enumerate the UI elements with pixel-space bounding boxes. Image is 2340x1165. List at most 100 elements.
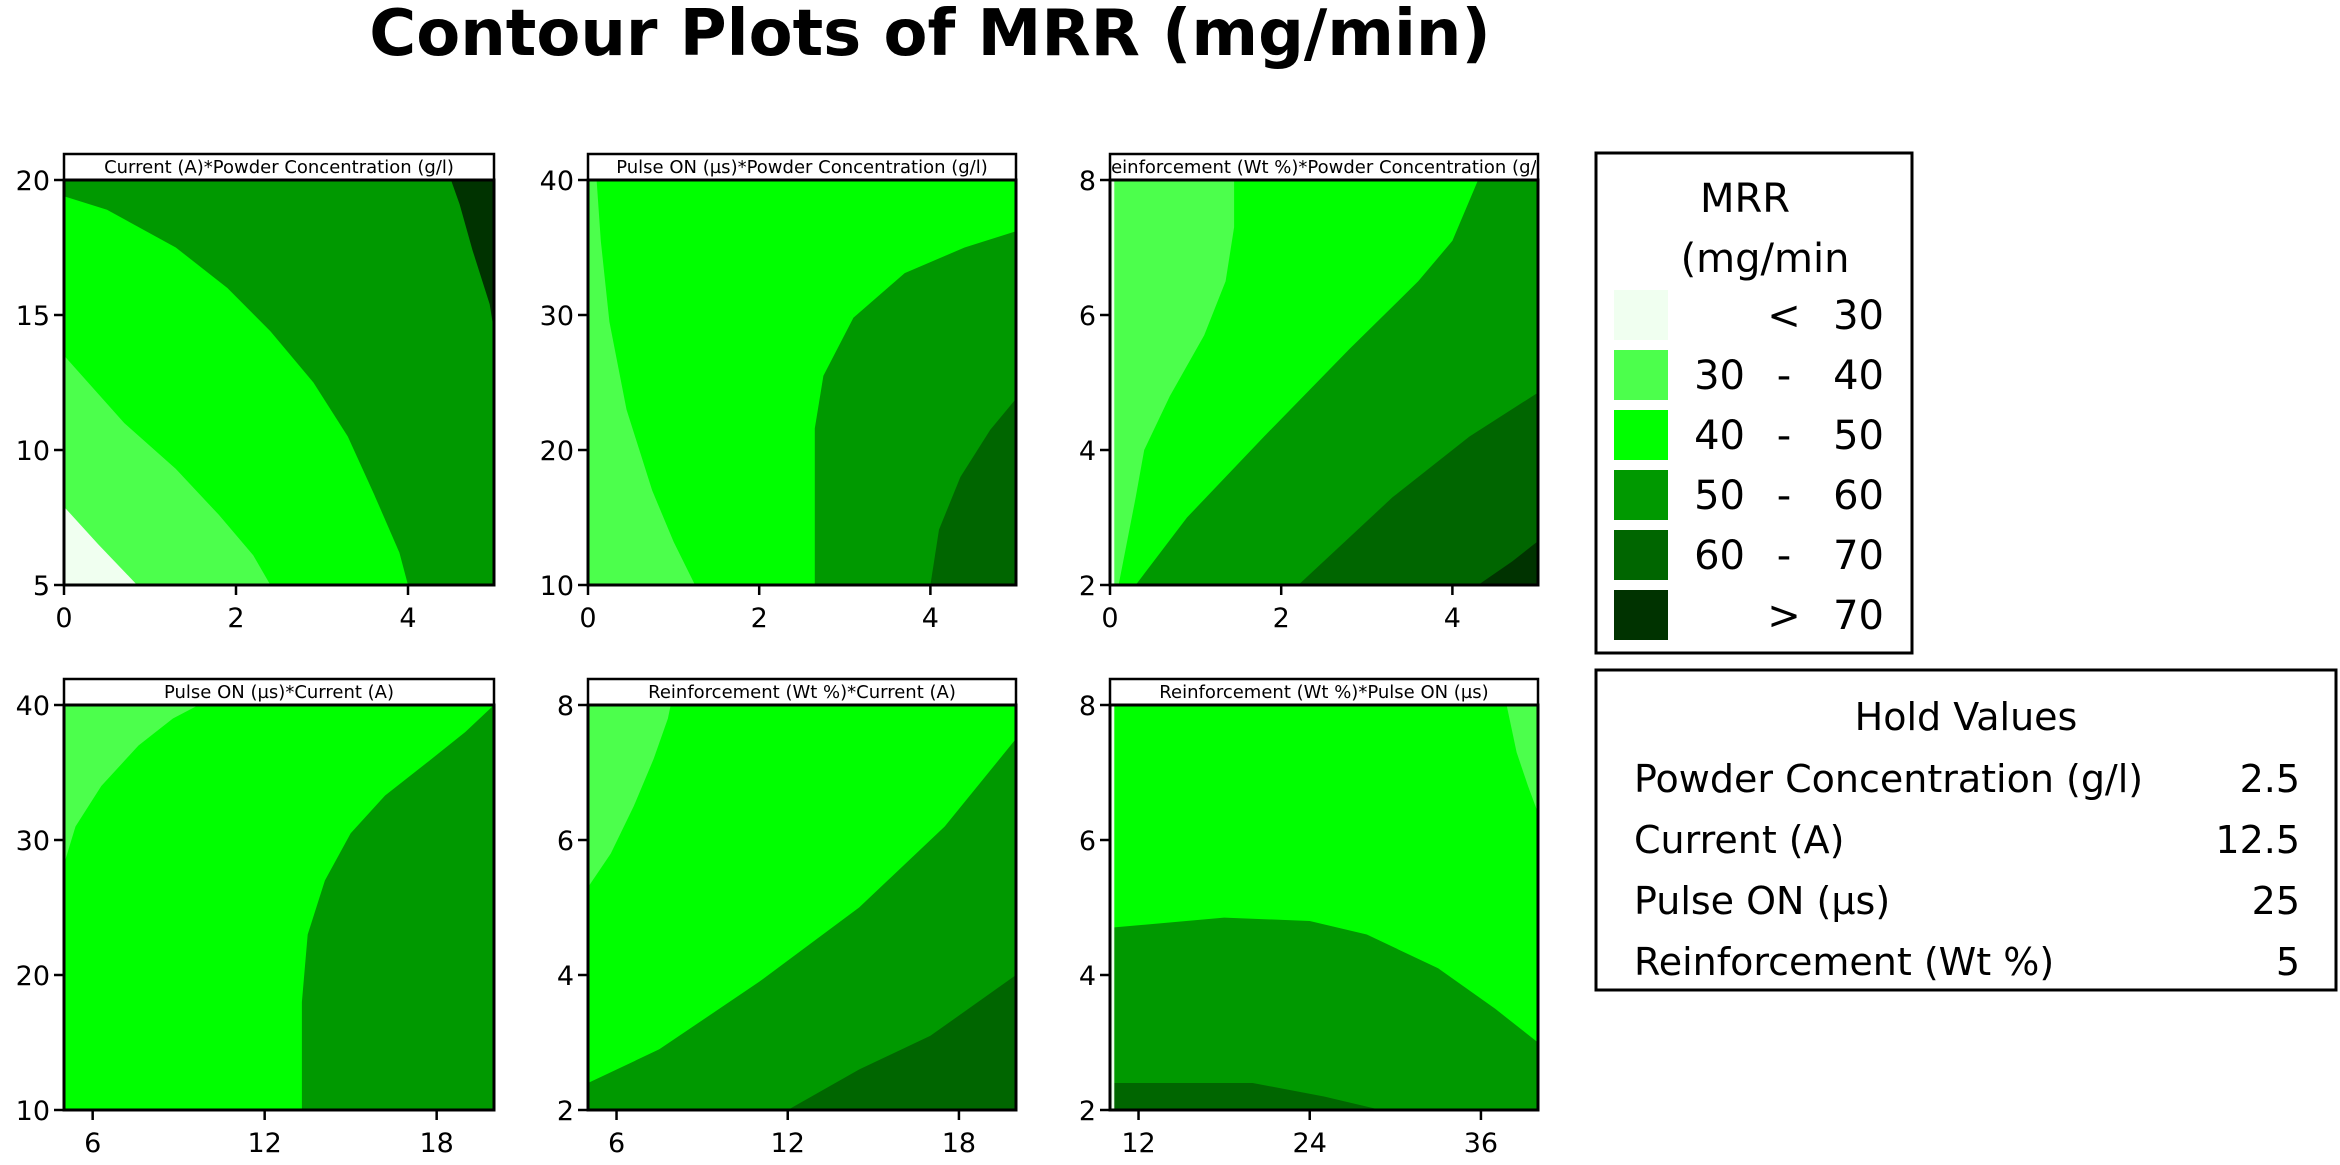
hold-value-label: Current (A): [1634, 818, 1844, 862]
hold-value-row: Pulse ON (µs) 25: [1634, 879, 2300, 923]
legend-separator: -: [1777, 533, 1791, 579]
hold-value-number: 5: [2276, 940, 2300, 984]
y-tick-label: 20: [16, 166, 50, 197]
y-tick-label: 10: [540, 571, 574, 602]
y-tick-label: 2: [1079, 1096, 1096, 1127]
legend-separator: -: [1777, 473, 1791, 519]
legend-swatch: [1614, 590, 1668, 640]
contour-region-lt30: [64, 506, 138, 585]
y-tick-label: 10: [16, 436, 50, 467]
y-tick-label: 10: [16, 1096, 50, 1127]
x-tick-label: 2: [1273, 603, 1290, 634]
contour-panel-4: Pulse ON (µs)*Current (A) 6 12 18 10 20 30 40: [16, 677, 496, 1159]
contour-regions: [64, 705, 494, 1110]
legend-item-b40-50: 40-50: [1614, 410, 1884, 460]
x-tick-label: 24: [1293, 1128, 1327, 1159]
contour-region-b30-40: [1110, 180, 1235, 585]
x-tick-label: 0: [579, 603, 596, 634]
contour-panel-1: Current (A)*Powder Concentration (g/l) 0 2…: [16, 152, 496, 634]
contour-region-b30-40: [64, 705, 199, 865]
legend-swatch: [1614, 410, 1668, 460]
legend-item-lt30: <30: [1614, 290, 1884, 340]
contour-region-b50-60: [1110, 917, 1538, 1110]
panel-title-strip: [586, 677, 1018, 707]
contour-region-b50-60: [588, 738, 1016, 1110]
legend-separator: -: [1777, 353, 1791, 399]
y-tick-label: 2: [557, 1096, 574, 1127]
hold-value-label: Pulse ON (µs): [1634, 879, 1890, 923]
legend-to: 70: [1833, 593, 1884, 639]
panel-title: Reinforcement (Wt %)*Current (A): [648, 682, 956, 703]
hold-value-label: Powder Concentration (g/l): [1634, 757, 2143, 801]
contour-panels: Current (A)*Powder Concentration (g/l)0 2…: [16, 152, 1548, 1159]
legend-title-line1: MRR: [1700, 176, 1790, 222]
legend-item-b60-70: 60-70: [1614, 530, 1884, 580]
contour-region-b60-70: [1110, 1083, 1382, 1110]
y-tick-label: 20: [16, 961, 50, 992]
panel-title: Pulse ON (µs)*Powder Concentration (g/l): [616, 157, 988, 178]
y-tick-label: 8: [557, 691, 574, 722]
plot-frame: [1108, 178, 1540, 587]
x-tick-label: 12: [1121, 1128, 1155, 1159]
x-tick-label: 0: [55, 603, 72, 634]
legend-to: 40: [1833, 353, 1884, 399]
hold-value-number: 25: [2252, 879, 2300, 923]
y-tick-label: 5: [33, 571, 50, 602]
plot-frame: [586, 703, 1018, 1112]
y-tick-label: 2: [1079, 571, 1096, 602]
x-tick-label: 6: [608, 1128, 625, 1159]
legend-swatch: [1614, 470, 1668, 520]
plot-frame: [586, 178, 1018, 587]
legend-item-b30-40: 30-40: [1614, 350, 1884, 400]
y-tick-label: 8: [1079, 691, 1096, 722]
panel-title: Reinforcement (Wt %)*Powder Concentratio…: [1099, 157, 1548, 178]
legend-from: 60: [1694, 533, 1745, 579]
legend-title-line2: (mg/min: [1681, 236, 1850, 282]
hold-value-row: Current (A) 12.5: [1634, 818, 2300, 862]
legend-from: 40: [1694, 413, 1745, 459]
y-tick-label: 40: [16, 691, 50, 722]
hold-items: Powder Concentration (g/l) 2.5 Current (A)…: [1634, 757, 2300, 984]
contour-panel-2: Pulse ON (µs)*Powder Concentration (g/l)…: [540, 152, 1018, 634]
legend-to: 60: [1833, 473, 1884, 519]
y-tick-label: 30: [540, 301, 574, 332]
x-tick-label: 36: [1464, 1128, 1498, 1159]
panel-title-strip: [62, 152, 496, 182]
hold-values-frame: [1594, 668, 2338, 992]
x-tick-label: 12: [247, 1128, 281, 1159]
x-tick-label: 4: [1444, 603, 1461, 634]
x-tick-label: 2: [227, 603, 244, 634]
contour-region-b30-40: [1506, 705, 1538, 813]
plot-frame: [62, 703, 496, 1112]
hold-value-label: Reinforcement (Wt %): [1634, 940, 2054, 984]
legend-item-gt70: >70: [1614, 590, 1884, 640]
y-tick-label: 6: [1079, 301, 1096, 332]
hold-value-number: 12.5: [2215, 818, 2300, 862]
contour-panel-3: Reinforcement (Wt %)*Powder Concentratio…: [1079, 152, 1548, 634]
hold-value-row: Powder Concentration (g/l) 2.5: [1634, 757, 2300, 801]
legend-separator: >: [1767, 593, 1801, 639]
legend-swatch: [1614, 290, 1668, 340]
contour-region-b60-70: [787, 975, 1016, 1110]
contour-panel-5: Reinforcement (Wt %)*Current (A)6 12 18246…: [557, 677, 1018, 1159]
contour-regions: [1110, 180, 1538, 585]
contour-regions: [588, 705, 1016, 1110]
y-tick-label: 6: [557, 826, 574, 857]
legend-to: 70: [1833, 533, 1884, 579]
contour-region-b30-40: [588, 705, 671, 888]
hold-values-title: Hold Values: [1855, 695, 2078, 739]
legend-from: 50: [1694, 473, 1745, 519]
y-tick-label: 4: [1079, 436, 1096, 467]
contour-regions: [1110, 705, 1538, 1110]
plot-frame: [1108, 703, 1540, 1112]
x-tick-label: 18: [942, 1128, 976, 1159]
contour-region-b50-60: [301, 705, 494, 1110]
contour-region-b30-40: [588, 180, 695, 585]
legend-to: 30: [1833, 293, 1884, 339]
legend-separator: <: [1767, 293, 1801, 339]
x-tick-label: 4: [399, 603, 416, 634]
contour-regions: [64, 180, 494, 585]
